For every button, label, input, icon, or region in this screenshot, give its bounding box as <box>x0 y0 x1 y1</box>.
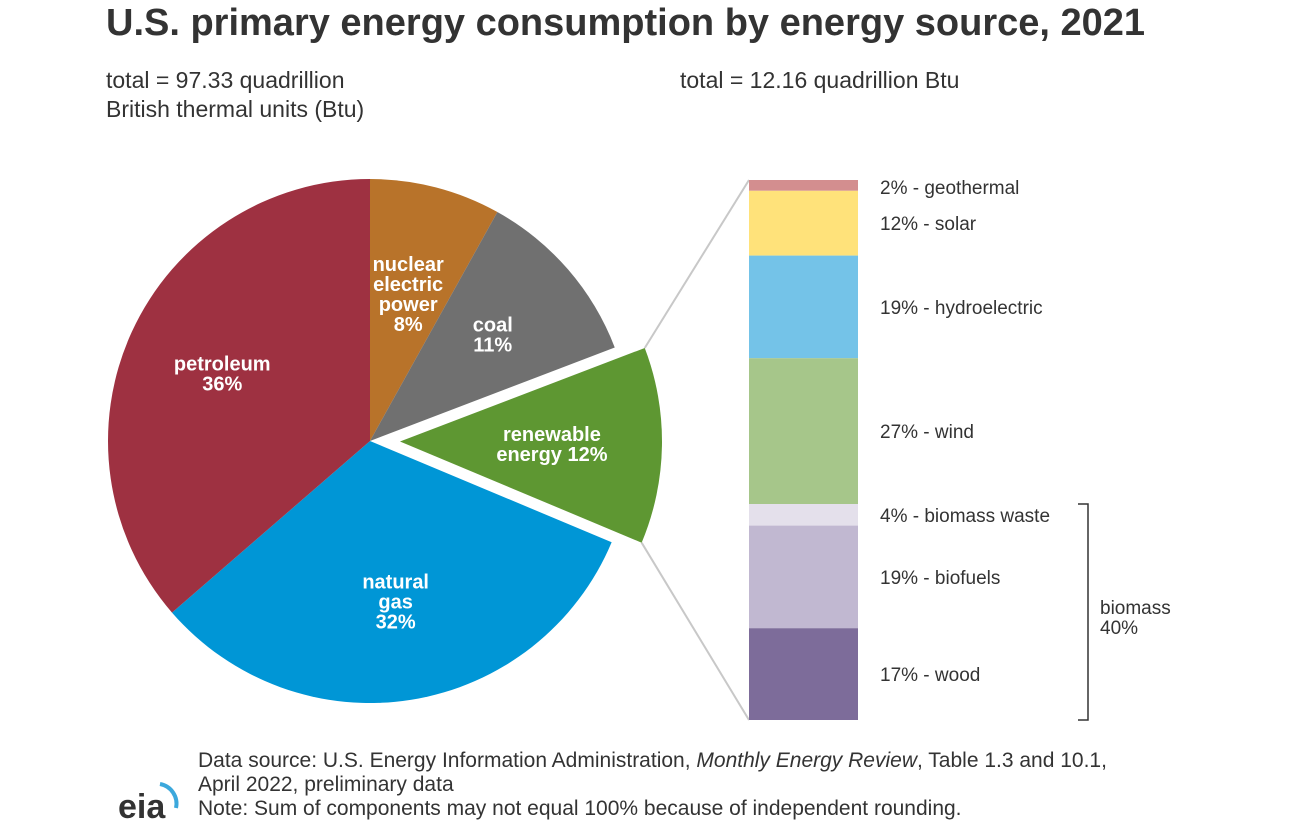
pie-slice-renewable-energy <box>399 347 662 543</box>
bar-total-label: total = 12.16 quadrillion Btu <box>680 67 960 93</box>
bar-segment-biomass-waste <box>749 504 858 526</box>
pie-label-petroleum-line-1: petroleum <box>174 354 271 376</box>
bar-segment-hydroelectric <box>749 255 858 359</box>
footer-source-suffix: , Table 1.3 and 10.1, <box>917 749 1107 772</box>
biomass-group-value: 40% <box>1100 618 1138 639</box>
bar-label-hydroelectric: 19% - hydroelectric <box>880 298 1043 319</box>
footer-date: April 2022, preliminary data <box>198 773 454 796</box>
bar-segment-wind <box>749 358 858 504</box>
bar-label-wind: 27% - wind <box>880 422 974 443</box>
pie-slice-petroleum <box>108 179 371 613</box>
eia-logo-arc-icon <box>159 782 179 809</box>
pie-label-natural-gas-line-1: natural <box>362 571 429 593</box>
connector-line-top <box>643 179 750 349</box>
pie-label-coal-line-2: 11% <box>473 335 512 357</box>
pie-label-nuclear-electric-power-line-1: nuclear <box>373 254 444 276</box>
eia-logo-text: eia <box>118 788 166 824</box>
bar-labels: 2% - geothermal 12% - solar 19% - hydroele… <box>880 178 1050 686</box>
biomass-bracket-line <box>1078 503 1089 721</box>
connector-line-bottom <box>640 542 750 721</box>
bar-label-biofuels: 19% - biofuels <box>880 568 1000 589</box>
footer-source-prefix: Data source: U.S. Energy Information Adm… <box>198 749 697 772</box>
pie-label-natural-gas-line-2: gas <box>378 591 412 613</box>
pie-label-nuclear-electric-power-line-3: power <box>379 294 438 316</box>
pie-total-line1: total = 97.33 quadrillion <box>106 67 345 93</box>
pie-label-nuclear-electric-power-line-2: electric <box>373 274 443 296</box>
pie-label-renewable-energy-line-2: energy 12% <box>496 444 607 466</box>
footer-note: Note: Sum of components may not equal 10… <box>198 797 962 820</box>
pie-label-natural-gas-line-3: 32% <box>376 611 416 633</box>
bar-label-wood: 17% - wood <box>880 665 980 686</box>
pie-label-coal-line-1: coal <box>473 315 513 337</box>
bar-label-geothermal: 2% - geothermal <box>880 178 1019 199</box>
bar-label-biomass-waste: 4% - biomass waste <box>880 506 1050 527</box>
pie-label-petroleum-line-2: 36% <box>202 374 242 396</box>
pie-slice-natural-gas <box>171 441 612 703</box>
connector-lines <box>640 179 750 721</box>
biomass-group-label: biomass <box>1100 598 1171 619</box>
bar-segment-geothermal <box>749 180 858 191</box>
stacked-bar <box>749 180 858 720</box>
pie-label-renewable-energy-line-1: renewable <box>503 424 601 446</box>
bar-label-solar: 12% - solar <box>880 214 977 235</box>
bar-segment-solar <box>749 190 858 256</box>
footer-source: Data source: U.S. Energy Information Adm… <box>198 749 1107 773</box>
bar-segment-biofuels <box>749 525 858 629</box>
eia-logo: eia <box>118 782 179 824</box>
bar-segment-wood <box>749 628 858 720</box>
pie-label-nuclear-electric-power-line-4: 8% <box>394 314 423 336</box>
pie-slice-coal <box>370 212 615 441</box>
pie-chart <box>108 179 662 703</box>
footer: Data source: U.S. Energy Information Adm… <box>198 749 1107 821</box>
pie-total-line2: British thermal units (Btu) <box>106 96 365 122</box>
pie-total-label: total = 97.33 quadrillion British therma… <box>106 66 364 124</box>
pie-slice-nuclear-electric-power <box>370 179 498 441</box>
chart-title: U.S. primary energy consumption by energ… <box>106 2 1146 44</box>
footer-source-italic: Monthly Energy Review <box>696 749 917 772</box>
